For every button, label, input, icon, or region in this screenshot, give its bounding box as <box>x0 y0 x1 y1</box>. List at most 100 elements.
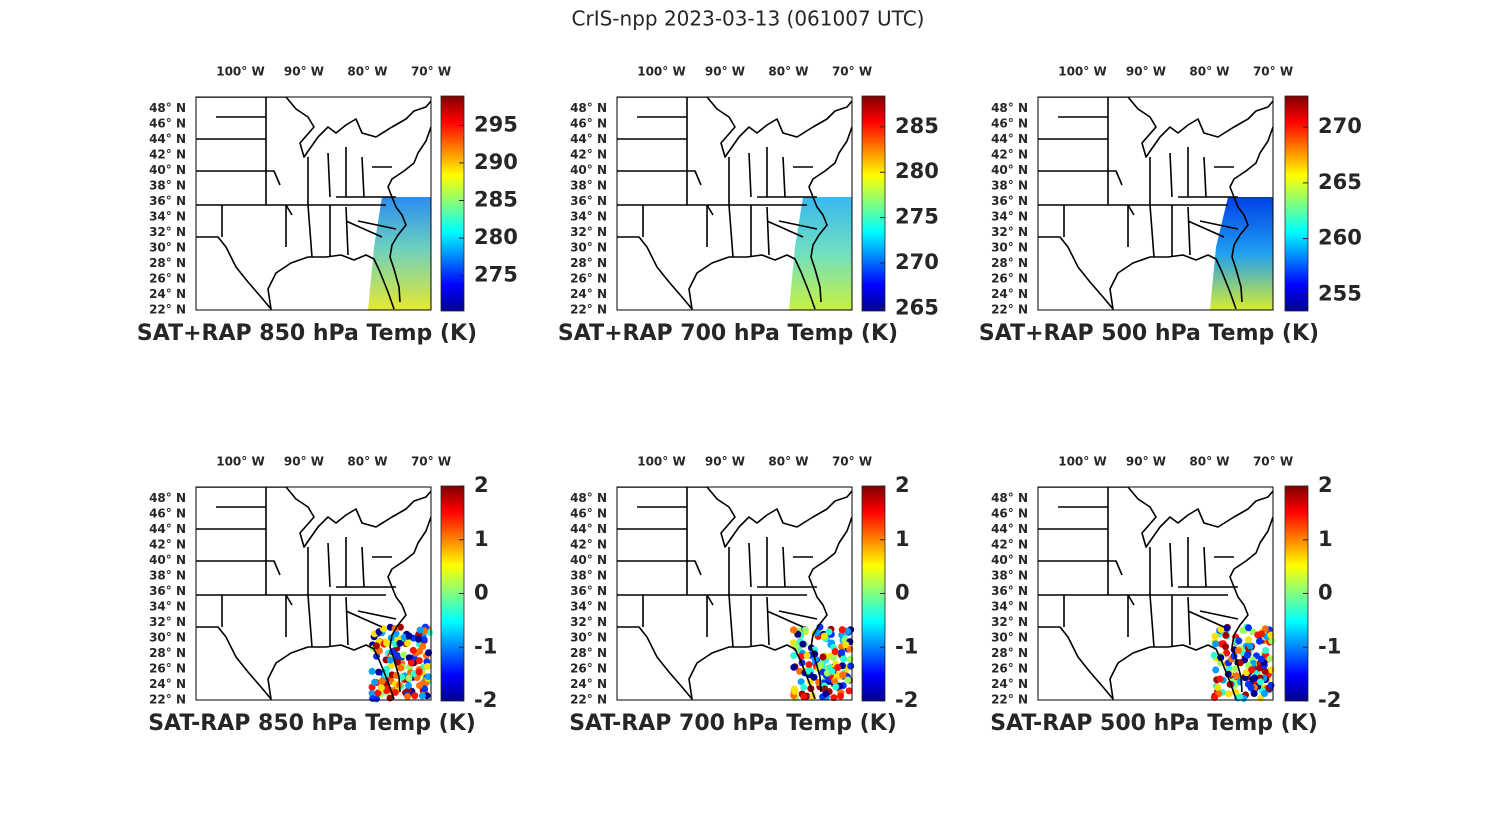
colorbar-tick-label: 285 <box>895 114 939 138</box>
satellite-swath-dot <box>416 647 424 655</box>
satellite-swath-dot <box>1244 636 1252 644</box>
satellite-swath-dot <box>396 639 404 647</box>
lat-tick-label: 32° N <box>149 225 186 239</box>
colorbar-tick-label: -2 <box>1318 688 1341 712</box>
lat-tick-label: 48° N <box>149 101 186 115</box>
lat-tick-label: 32° N <box>149 615 186 629</box>
satellite-swath-dot <box>816 661 824 669</box>
lat-tick-label: 42° N <box>991 148 1028 162</box>
map-border <box>616 486 853 701</box>
lat-tick-label: 44° N <box>570 132 607 146</box>
lat-tick-label: 36° N <box>570 194 607 208</box>
lat-tick-label: 40° N <box>570 163 607 177</box>
satellite-swath-dot <box>415 657 423 665</box>
satellite-swath-dot <box>1225 690 1233 698</box>
lat-tick-label: 38° N <box>149 569 186 583</box>
satellite-swath-dot <box>844 676 852 684</box>
lat-tick-label: 28° N <box>570 256 607 270</box>
lat-tick-label: 32° N <box>991 225 1028 239</box>
satellite-swath-dot <box>387 661 395 669</box>
satellite-swath-dot <box>832 683 840 691</box>
lat-tick-label: 32° N <box>570 615 607 629</box>
lat-tick-label: 46° N <box>570 507 607 521</box>
colorbar-tick-label: -2 <box>895 688 918 712</box>
satellite-swath-dot <box>831 647 839 655</box>
satellite-swath-dot <box>834 663 842 671</box>
map-panel: 100° W 90° W 80° W 70° W 48° N 46° N44° N 42° … <box>979 65 1362 347</box>
lat-tick-label: 36° N <box>149 194 186 208</box>
satellite-swath-dot <box>829 653 837 661</box>
satellite-swath-dot <box>378 677 386 685</box>
lat-tick-label: 24° N <box>570 287 607 301</box>
lat-tick-label: 32° N <box>991 615 1028 629</box>
satellite-swath-dot <box>368 667 376 675</box>
satellite-swath-dot <box>1267 666 1275 674</box>
satellite-swath-dot <box>425 649 433 657</box>
lat-tick-label: 40° N <box>149 553 186 567</box>
satellite-swath-dot <box>1258 630 1266 638</box>
satellite-swath-dot <box>1239 626 1247 634</box>
lat-tick-label: 22° N <box>570 303 607 317</box>
satellite-swath-dot <box>420 635 428 643</box>
lat-tick-label: 46° N <box>149 507 186 521</box>
lat-tick-label: 24° N <box>149 287 186 301</box>
satellite-swath-dot <box>797 678 805 686</box>
lat-tick-label: 46° N <box>570 117 607 131</box>
satellite-swath-dot <box>1222 643 1230 651</box>
lat-tick-label: 42° N <box>570 148 607 162</box>
satellite-swath-dot <box>397 664 405 672</box>
panel-title: SAT-RAP 850 hPa Temp (K) <box>148 711 476 736</box>
satellite-swath-dot <box>407 659 415 667</box>
lat-tick-label: 26° N <box>149 662 186 676</box>
lat-tick-label: 28° N <box>149 256 186 270</box>
colorbar <box>1284 95 1309 312</box>
lat-tick-label: 34° N <box>570 600 607 614</box>
map-border <box>195 96 432 311</box>
panel-title: SAT+RAP 500 hPa Temp (K) <box>979 321 1319 346</box>
lat-tick-label: 30° N <box>570 241 607 255</box>
satellite-swath-dot <box>1242 669 1250 677</box>
lat-tick-label: 22° N <box>991 303 1028 317</box>
satellite-swath-dot <box>391 688 399 696</box>
satellite-swath-dot <box>416 682 424 690</box>
lon-tick-label: 90° W <box>705 455 745 469</box>
satellite-swath-dot <box>844 627 852 635</box>
satellite-swath-dot <box>1247 684 1255 692</box>
satellite-swath-dot <box>1223 624 1231 632</box>
lat-tick-label: 46° N <box>991 507 1028 521</box>
lon-tick-label: 100° W <box>1058 65 1106 79</box>
satellite-swath-dot <box>1266 655 1274 663</box>
satellite-swath-dot <box>820 632 828 640</box>
satellite-swath-dot <box>405 632 413 640</box>
lat-tick-label: 28° N <box>991 256 1028 270</box>
satellite-swath-dot <box>790 652 798 660</box>
satellite-swath-dot <box>1260 690 1268 698</box>
lat-tick-label: 44° N <box>149 522 186 536</box>
satellite-swath-dot <box>383 686 391 694</box>
map-panel: 100° W 90° W 80° W 70° W 48° N 46° N44° N 42° … <box>148 455 497 737</box>
lon-tick-label: 80° W <box>1189 455 1229 469</box>
lon-tick-label: 90° W <box>1126 65 1166 79</box>
satellite-swath-dot <box>828 667 836 675</box>
lat-tick-label: 28° N <box>570 646 607 660</box>
lat-tick-label: 26° N <box>570 272 607 286</box>
colorbar-tick-label: 270 <box>1318 114 1362 138</box>
satellite-swath-dot <box>791 687 799 695</box>
satellite-swath-dot <box>800 693 808 701</box>
satellite-swath-dot <box>839 671 847 679</box>
colorbar <box>861 95 886 312</box>
panel-title: SAT+RAP 850 hPa Temp (K) <box>137 321 477 346</box>
lat-tick-label: 48° N <box>149 491 186 505</box>
lat-tick-label: 34° N <box>991 600 1028 614</box>
satellite-swath-dot <box>1261 625 1269 633</box>
satellite-swath-dot <box>838 648 846 656</box>
satellite-swath-dot <box>799 640 807 648</box>
map-border <box>1037 486 1274 701</box>
colorbar-tick-label: 280 <box>895 159 939 183</box>
lat-tick-label: 48° N <box>570 491 607 505</box>
satellite-swath-dot <box>1248 666 1256 674</box>
satellite-swath-dot <box>837 692 845 700</box>
map-panel: 100° W 90° W 80° W 70° W 48° N 46° N44° N 42° … <box>569 455 918 737</box>
satellite-swath-dot <box>800 683 808 691</box>
satellite-swath-dot <box>1214 684 1222 692</box>
